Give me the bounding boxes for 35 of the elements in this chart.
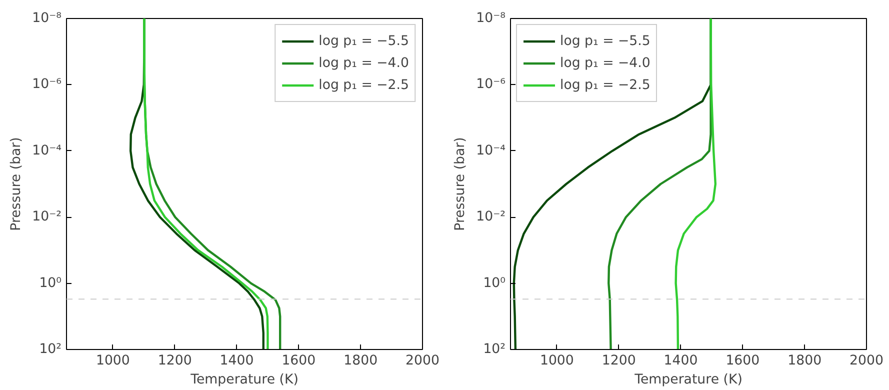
x-tick-label: 1200 [158, 354, 192, 368]
y-tick-label: 10⁻⁶ [476, 77, 506, 92]
x-tick-label: 1400 [664, 354, 698, 368]
y-tick-label: 10⁻⁶ [32, 77, 62, 92]
legend-label: log p₁ = −2.5 [318, 78, 409, 92]
legend-label: log p₁ = −2.5 [560, 78, 650, 92]
x-tick-label: 2000 [406, 354, 440, 368]
y-tick-label: 10² [39, 342, 62, 357]
legend-label: log p₁ = −4.0 [318, 56, 409, 70]
x-tick-label: 1000 [96, 354, 130, 368]
legend-label: log p₁ = −5.5 [560, 34, 650, 48]
x-axis-title: Temperature (K) [190, 372, 298, 388]
x-tick-label: 1400 [220, 354, 254, 368]
x-tick-label: 1800 [344, 354, 378, 368]
legend-label: log p₁ = −4.0 [560, 56, 650, 70]
line-series [674, 18, 717, 350]
y-tick-label: 10⁻⁸ [476, 11, 506, 26]
x-tick-label: 2000 [850, 354, 884, 368]
y-tick-label: 10⁻⁴ [32, 143, 62, 158]
y-tick-label: 10⁰ [483, 276, 506, 291]
y-tick-label: 10⁰ [39, 276, 62, 291]
y-tick-label: 10⁻⁴ [476, 143, 506, 158]
x-tick-label: 1800 [788, 354, 822, 368]
y-axis-title: Pressure (bar) [453, 137, 468, 231]
y-tick-label: 10⁻² [32, 210, 62, 225]
y-tick-label: 10⁻⁸ [32, 11, 62, 26]
x-tick-label: 1600 [282, 354, 316, 368]
legend-label: log p₁ = −5.5 [318, 34, 409, 48]
x-tick-label: 1000 [540, 354, 574, 368]
x-tick-label: 1600 [726, 354, 760, 368]
y-tick-label: 10⁻² [476, 210, 506, 225]
y-axis-title: Pressure (bar) [9, 137, 24, 231]
x-axis-title: Temperature (K) [634, 372, 742, 388]
x-tick-label: 1200 [602, 354, 636, 368]
y-tick-label: 10² [483, 342, 506, 357]
